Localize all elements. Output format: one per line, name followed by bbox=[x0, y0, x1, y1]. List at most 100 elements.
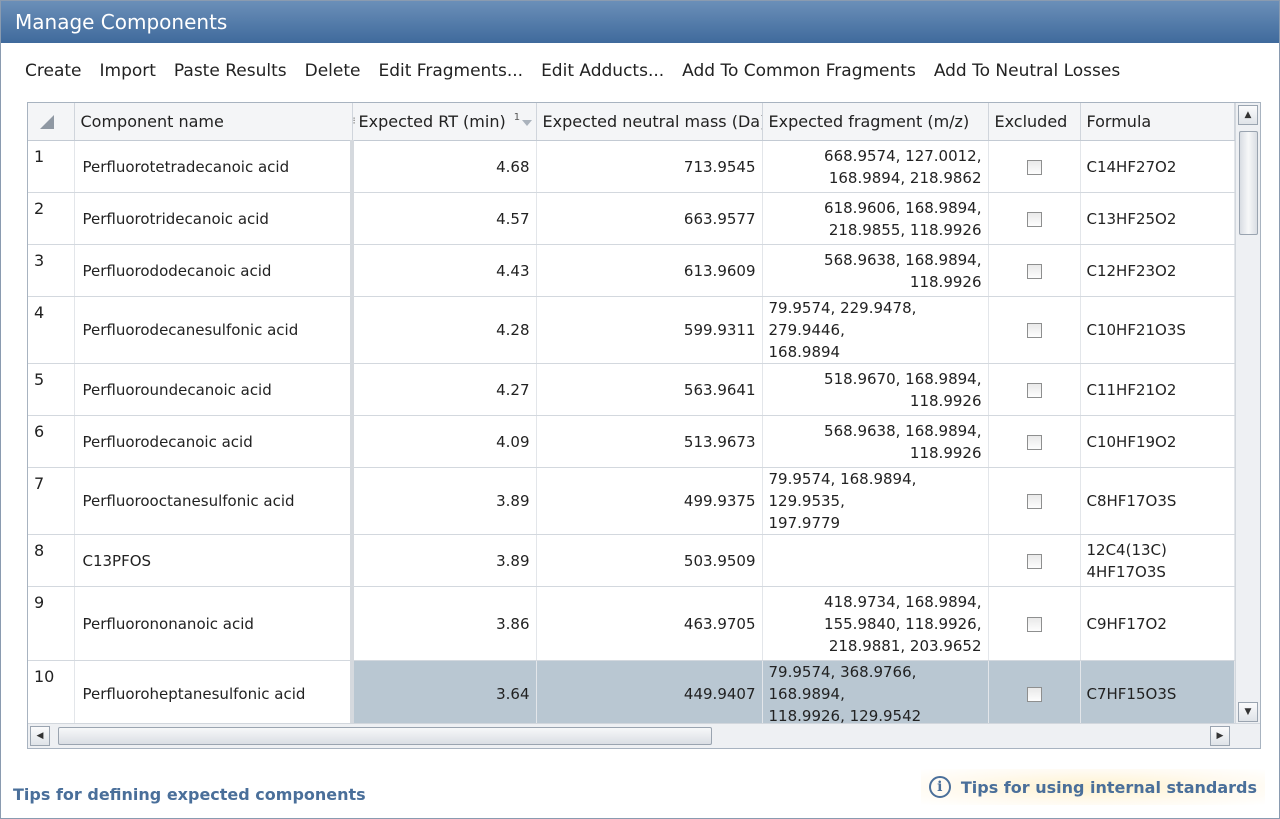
component-name-cell[interactable]: C13PFOS bbox=[74, 534, 354, 587]
excluded-checkbox[interactable] bbox=[1026, 323, 1042, 338]
tips-internal-standards-link[interactable]: i Tips for using internal standards bbox=[920, 769, 1265, 805]
formula-cell[interactable]: C14HF27O2 bbox=[1080, 140, 1235, 193]
expected-mass-cell[interactable]: 499.9375 bbox=[536, 467, 763, 535]
excluded-checkbox[interactable] bbox=[1026, 382, 1042, 398]
table-row[interactable]: 7 Perfluorooctanesulfonic acid 3.89 499.937… bbox=[28, 467, 1235, 535]
expected-rt-cell[interactable]: 4.57 bbox=[352, 192, 537, 245]
expected-fragment-cell[interactable]: 618.9606, 168.9894, 218.9855, 118.9926 bbox=[762, 192, 989, 245]
scroll-right-arrow-icon[interactable]: ▶ bbox=[1210, 726, 1230, 746]
component-name-cell[interactable]: Perfluorododecanoic acid bbox=[74, 244, 354, 297]
expected-fragment-cell[interactable]: 79.9574, 368.9766, 168.9894, 118.9926, 12… bbox=[762, 660, 989, 728]
expected-rt-cell[interactable]: 4.43 bbox=[352, 244, 537, 297]
formula-cell[interactable]: C10HF19O2 bbox=[1080, 415, 1235, 468]
expected-rt-cell[interactable]: 3.89 bbox=[352, 534, 537, 587]
expected-mass-cell[interactable]: 613.9609 bbox=[536, 244, 763, 297]
column-header-formula[interactable]: Formula bbox=[1080, 103, 1235, 141]
formula-cell[interactable]: C13HF25O2 bbox=[1080, 192, 1235, 245]
excluded-checkbox[interactable] bbox=[1026, 616, 1042, 632]
excluded-checkbox[interactable] bbox=[1026, 494, 1042, 509]
formula-cell[interactable]: C9HF17O2 bbox=[1080, 586, 1235, 661]
table-row[interactable]: 9 Perfluorononanoic acid 3.86 463.9705 418.9… bbox=[28, 586, 1235, 661]
formula-cell[interactable]: C8HF17O3S bbox=[1080, 467, 1235, 535]
table-row[interactable]: 10 Perfluoroheptanesulfonic acid 3.64 449.9… bbox=[28, 660, 1235, 728]
scroll-down-arrow-icon[interactable]: ▼ bbox=[1238, 702, 1258, 722]
excluded-cell[interactable] bbox=[988, 363, 1081, 416]
expected-fragment-cell[interactable]: 79.9574, 168.9894, 129.9535, 197.9779 bbox=[762, 467, 989, 535]
select-all-corner[interactable] bbox=[28, 103, 75, 141]
component-name-cell[interactable]: Perfluorodecanesulfonic acid bbox=[74, 296, 354, 364]
expected-mass-cell[interactable]: 563.9641 bbox=[536, 363, 763, 416]
scroll-left-arrow-icon[interactable]: ◀ bbox=[30, 726, 50, 746]
expected-rt-cell[interactable]: 4.09 bbox=[352, 415, 537, 468]
expected-mass-cell[interactable]: 449.9407 bbox=[536, 660, 763, 728]
expected-rt-cell[interactable]: 3.86 bbox=[352, 586, 537, 661]
excluded-checkbox[interactable] bbox=[1026, 211, 1042, 227]
add-to-common-fragments-button[interactable]: Add To Common Fragments bbox=[682, 61, 916, 81]
edit-adducts-button[interactable]: Edit Adducts... bbox=[541, 61, 665, 81]
excluded-cell[interactable] bbox=[988, 244, 1081, 297]
expected-mass-cell[interactable]: 713.9545 bbox=[536, 140, 763, 193]
scroll-up-arrow-icon[interactable]: ▲ bbox=[1238, 105, 1258, 125]
table-row[interactable]: 4 Perfluorodecanesulfonic acid 4.28 599.931… bbox=[28, 296, 1235, 364]
expected-fragment-cell[interactable]: 568.9638, 168.9894, 118.9926 bbox=[762, 415, 989, 468]
formula-cell[interactable]: C10HF21O3S bbox=[1080, 296, 1235, 364]
component-name-cell[interactable]: Perfluoroundecanoic acid bbox=[74, 363, 354, 416]
table-row[interactable]: 2 Perfluorotridecanoic acid 4.57 663.9577 61… bbox=[28, 192, 1235, 245]
excluded-cell[interactable] bbox=[988, 534, 1081, 587]
paste-results-button[interactable]: Paste Results bbox=[173, 61, 287, 81]
excluded-cell[interactable] bbox=[988, 296, 1081, 364]
expected-fragment-cell[interactable]: 568.9638, 168.9894, 118.9926 bbox=[762, 244, 989, 297]
expected-fragment-cell[interactable] bbox=[762, 534, 989, 587]
horizontal-scrollbar[interactable]: ◀ ▶ bbox=[28, 723, 1260, 748]
table-row[interactable]: 8 C13PFOS 3.89 503.9509 12C4(13C) 4HF17O3S bbox=[28, 534, 1235, 587]
column-header-expected-fragment[interactable]: Expected fragment (m/z) bbox=[762, 103, 989, 141]
excluded-cell[interactable] bbox=[988, 415, 1081, 468]
vertical-scroll-thumb[interactable] bbox=[1239, 131, 1258, 235]
expected-rt-cell[interactable]: 4.68 bbox=[352, 140, 537, 193]
column-header-expected-mass[interactable]: Expected neutral mass (Da) bbox=[536, 103, 763, 141]
expected-rt-cell[interactable]: 4.28 bbox=[352, 296, 537, 364]
excluded-cell[interactable] bbox=[988, 192, 1081, 245]
excluded-checkbox[interactable] bbox=[1026, 263, 1042, 279]
excluded-checkbox[interactable] bbox=[1026, 434, 1042, 450]
excluded-cell[interactable] bbox=[988, 140, 1081, 193]
formula-cell[interactable]: C12HF23O2 bbox=[1080, 244, 1235, 297]
table-row[interactable]: 1 Perfluorotetradecanoic acid 4.68 713.9545… bbox=[28, 140, 1235, 193]
table-row[interactable]: 5 Perfluoroundecanoic acid 4.27 563.9641 518… bbox=[28, 363, 1235, 416]
column-header-expected-rt[interactable]: ⁝ Expected RT (min) 1 bbox=[352, 103, 537, 141]
expected-fragment-cell[interactable]: 79.9574, 229.9478, 279.9446, 168.9894 bbox=[762, 296, 989, 364]
component-name-cell[interactable]: Perfluorooctanesulfonic acid bbox=[74, 467, 354, 535]
table-row[interactable]: 6 Perfluorodecanoic acid 4.09 513.9673 568.9… bbox=[28, 415, 1235, 468]
component-name-cell[interactable]: Perfluorodecanoic acid bbox=[74, 415, 354, 468]
excluded-checkbox[interactable] bbox=[1026, 159, 1042, 175]
expected-rt-cell[interactable]: 4.27 bbox=[352, 363, 537, 416]
formula-cell[interactable]: C7HF15O3S bbox=[1080, 660, 1235, 728]
column-header-component-name[interactable]: Component name bbox=[74, 103, 353, 141]
excluded-cell[interactable] bbox=[988, 586, 1081, 661]
expected-fragment-cell[interactable]: 668.9574, 127.0012, 168.9894, 218.9862 bbox=[762, 140, 989, 193]
formula-cell[interactable]: 12C4(13C) 4HF17O3S bbox=[1080, 534, 1235, 587]
tips-defining-components-link[interactable]: Tips for defining expected components bbox=[13, 785, 366, 804]
component-name-cell[interactable]: Perfluorotridecanoic acid bbox=[74, 192, 354, 245]
expected-rt-cell[interactable]: 3.89 bbox=[352, 467, 537, 535]
edit-fragments-button[interactable]: Edit Fragments... bbox=[378, 61, 524, 81]
import-button[interactable]: Import bbox=[99, 61, 156, 81]
expected-mass-cell[interactable]: 463.9705 bbox=[536, 586, 763, 661]
component-name-cell[interactable]: Perfluorotetradecanoic acid bbox=[74, 140, 354, 193]
expected-mass-cell[interactable]: 663.9577 bbox=[536, 192, 763, 245]
expected-mass-cell[interactable]: 513.9673 bbox=[536, 415, 763, 468]
component-name-cell[interactable]: Perfluorononanoic acid bbox=[74, 586, 354, 661]
expected-fragment-cell[interactable]: 518.9670, 168.9894, 118.9926 bbox=[762, 363, 989, 416]
vertical-scrollbar[interactable]: ▲ ▼ bbox=[1235, 103, 1260, 724]
table-row[interactable]: 3 Perfluorododecanoic acid 4.43 613.9609 568… bbox=[28, 244, 1235, 297]
excluded-cell[interactable] bbox=[988, 467, 1081, 535]
add-to-neutral-losses-button[interactable]: Add To Neutral Losses bbox=[933, 61, 1121, 81]
expected-rt-cell[interactable]: 3.64 bbox=[352, 660, 537, 728]
expected-fragment-cell[interactable]: 418.9734, 168.9894, 155.9840, 118.9926, 21… bbox=[762, 586, 989, 661]
formula-cell[interactable]: C11HF21O2 bbox=[1080, 363, 1235, 416]
expected-mass-cell[interactable]: 599.9311 bbox=[536, 296, 763, 364]
expected-mass-cell[interactable]: 503.9509 bbox=[536, 534, 763, 587]
create-button[interactable]: Create bbox=[25, 61, 82, 81]
component-name-cell[interactable]: Perfluoroheptanesulfonic acid bbox=[74, 660, 354, 728]
horizontal-scroll-thumb[interactable] bbox=[58, 727, 712, 745]
